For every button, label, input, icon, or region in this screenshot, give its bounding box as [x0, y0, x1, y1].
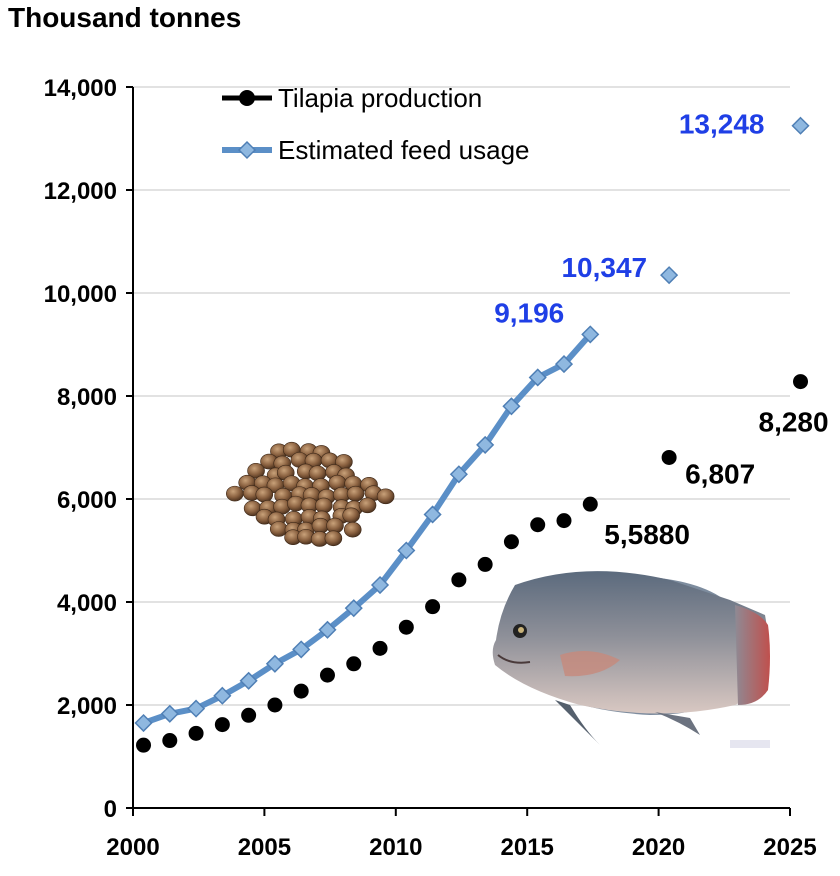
- y-tick-label: 6,000: [57, 487, 117, 514]
- production-point: [241, 707, 257, 723]
- y-tick-label: 8,000: [57, 384, 117, 411]
- production-point: [425, 599, 441, 615]
- production-point: [319, 667, 335, 683]
- feed-usage-value-label: 13,248: [679, 109, 765, 140]
- production-value-label: 6,807: [685, 458, 755, 489]
- feed-usage-point: [160, 704, 179, 723]
- production-point: [398, 619, 414, 635]
- production-point: [188, 725, 204, 741]
- feed-usage-point: [187, 699, 206, 718]
- tilapia-fish-image: [492, 571, 770, 748]
- pellet: [324, 530, 343, 547]
- x-tick-label: 2015: [501, 834, 554, 861]
- production-point: [346, 656, 362, 672]
- legend-label: Estimated feed usage: [278, 135, 530, 165]
- production-point: [530, 517, 546, 533]
- production-point: [661, 449, 677, 465]
- legend-production-swatch-marker: [239, 90, 255, 106]
- production-point: [293, 683, 309, 699]
- feed-usage-point: [449, 465, 468, 484]
- x-tick-label: 2010: [369, 834, 422, 861]
- feed-usage-point: [423, 505, 442, 524]
- feed-usage-value-label: 9,196: [494, 297, 564, 328]
- feed-usage-point: [581, 325, 600, 344]
- y-tick-label: 14,000: [44, 75, 117, 102]
- feed-usage-value-label: 10,347: [561, 252, 647, 283]
- feed-usage-point: [265, 654, 284, 673]
- pellet: [346, 485, 365, 502]
- production-point: [372, 640, 388, 656]
- legend-feed-swatch-marker: [237, 140, 257, 160]
- production-point: [582, 496, 598, 512]
- feed-usage-point: [292, 640, 311, 659]
- feed-usage-point: [791, 116, 810, 135]
- x-tick-label: 2020: [632, 834, 685, 861]
- pellet: [314, 497, 333, 514]
- pellet: [342, 507, 360, 524]
- feed-usage-point: [239, 671, 258, 690]
- production-point: [451, 572, 467, 588]
- feed-usage-point: [318, 620, 337, 639]
- legend-label: Tilapia production: [278, 83, 482, 113]
- pellet: [358, 497, 377, 514]
- pellet: [255, 486, 274, 503]
- feed-usage-point: [134, 713, 153, 733]
- production-point: [477, 556, 493, 572]
- y-tick-label: 0: [104, 796, 117, 823]
- x-tick-label: 2025: [763, 834, 816, 861]
- production-point: [162, 733, 178, 749]
- feed-pellets-image: [226, 441, 395, 547]
- pellet: [343, 521, 362, 538]
- feed-usage-point: [213, 686, 232, 705]
- x-tick-label: 2000: [106, 834, 159, 861]
- feed-usage-point: [660, 266, 679, 285]
- y-tick-label: 12,000: [44, 178, 117, 205]
- pellet: [376, 488, 395, 505]
- y-tick-label: 10,000: [44, 281, 117, 308]
- production-point: [267, 697, 283, 713]
- feed-usage-point: [502, 397, 521, 416]
- pellet: [226, 485, 244, 502]
- production-point: [214, 717, 230, 733]
- feed-usage-point: [344, 599, 363, 618]
- y-tick-label: 4,000: [57, 590, 117, 617]
- x-tick-label: 2005: [238, 834, 291, 861]
- feed-usage-point: [528, 368, 547, 387]
- feed-usage-point: [476, 435, 495, 454]
- feed-usage-point: [554, 355, 574, 374]
- feed-usage-point: [370, 575, 390, 595]
- production-point: [136, 737, 152, 753]
- y-tick-label: 2,000: [57, 693, 117, 720]
- production-value-label: 8,280: [759, 407, 829, 438]
- feed-usage-point: [397, 541, 416, 560]
- production-point: [556, 513, 572, 529]
- production-value-label: 5,5880: [604, 519, 690, 550]
- pellet: [269, 521, 288, 537]
- production-point: [793, 374, 809, 390]
- production-point: [503, 534, 519, 550]
- y-unit-label: Thousand tonnes: [8, 2, 242, 33]
